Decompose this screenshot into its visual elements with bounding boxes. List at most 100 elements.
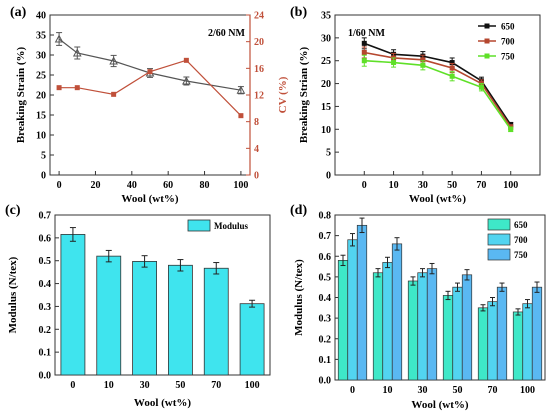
- y-axis-title: Modulus (N/tex): [293, 259, 305, 336]
- y-tick-label: 30: [36, 51, 46, 62]
- bar: [442, 295, 454, 381]
- panel-letter: (b): [290, 5, 307, 20]
- y-tick-label: 15: [321, 102, 331, 113]
- y-tick-label: 0.7: [39, 211, 52, 222]
- y-tick-label: 40: [36, 11, 46, 22]
- data-point: [56, 85, 62, 91]
- data-point: [182, 76, 191, 85]
- y-tick-label: 0.6: [39, 233, 52, 244]
- legend-swatch-marker: [484, 53, 490, 59]
- data-point: [420, 57, 426, 63]
- x-axis-title: Wool (wt%): [411, 399, 468, 411]
- panel-note: 1/60 NM: [348, 28, 386, 39]
- y-tick-label: 0.3: [319, 314, 332, 325]
- x-tick-label: 10: [383, 385, 393, 396]
- y-right-tick-label: 24: [254, 11, 264, 22]
- y-tick-label: 0.2: [39, 325, 52, 336]
- legend-swatch: [187, 219, 211, 232]
- y-tick-label: 35: [36, 31, 46, 42]
- data-point: [478, 84, 484, 90]
- panel-b: 0 5 10 15 20 25 30 35 0 10 30 50 70 100 (b) 1/60 NM Wool…: [290, 5, 541, 205]
- y-tick-label: 25: [321, 56, 331, 67]
- y-tick-label: 0.4: [39, 279, 52, 290]
- panel-c: 0.0 0.1 0.2 0.3 0.4 0.5 0.6 0.7 0 10 30 50 70 100 Modu…: [5, 203, 271, 409]
- legend-label: 650: [514, 220, 528, 230]
- x-tick-label: 40: [127, 180, 137, 191]
- x-tick-label: 0: [70, 380, 75, 391]
- x-tick-label: 100: [233, 180, 248, 191]
- data-point: [236, 85, 246, 94]
- y-tick-label: 0.1: [319, 355, 332, 366]
- y-right-axis-title: CV (%): [277, 76, 289, 113]
- bar: [168, 264, 193, 376]
- bar: [203, 267, 229, 376]
- bar: [417, 272, 428, 381]
- bar: [239, 303, 265, 376]
- x-tick-label: 10: [104, 380, 114, 391]
- y-axis-title: Modulus (N/tex): [7, 256, 19, 333]
- legend-swatch-marker: [484, 23, 490, 29]
- bar: [96, 255, 122, 376]
- data-point: [147, 69, 153, 75]
- x-tick-label: 50: [175, 380, 185, 391]
- legend-label: 700: [514, 235, 528, 245]
- y-tick-label: 30: [321, 33, 331, 44]
- x-tick-label: 100: [245, 380, 260, 391]
- series-line: [364, 51, 512, 128]
- x-tick-label: 80: [200, 180, 210, 191]
- data-point: [508, 126, 514, 132]
- bar: [382, 262, 393, 381]
- legend-swatch: [487, 248, 511, 261]
- data-point: [183, 57, 189, 63]
- y-tick-label: 0.5: [319, 272, 332, 283]
- x-tick-label: 100: [520, 385, 535, 396]
- panel-a: 0 5 10 15 20 25 30 35 40 0 4 8 12 16 20 24 0 20 40 60 80 100 (…: [10, 5, 289, 205]
- bar: [522, 303, 533, 381]
- bar: [487, 301, 498, 381]
- x-tick-label: 30: [418, 180, 428, 191]
- bar: [496, 286, 508, 381]
- y-tick-label: 0.1: [39, 348, 52, 359]
- y-right-tick-label: 4: [254, 144, 259, 155]
- x-tick-label: 0: [57, 180, 62, 191]
- bar: [531, 286, 543, 381]
- y-tick-label: 10: [321, 125, 331, 136]
- data-point: [449, 65, 455, 71]
- x-tick-label: 70: [476, 180, 486, 191]
- bar: [477, 307, 489, 381]
- bar: [356, 224, 368, 381]
- x-tick-label: 50: [447, 180, 457, 191]
- bar: [426, 268, 438, 381]
- x-tick-label: 30: [418, 385, 428, 396]
- panel-letter: (a): [10, 5, 27, 20]
- x-tick-label: 70: [488, 385, 498, 396]
- data-point: [54, 34, 64, 43]
- x-tick-label: 30: [140, 380, 150, 391]
- x-tick-label: 20: [90, 180, 100, 191]
- data-point: [449, 73, 455, 79]
- y-tick-label: 0.7: [319, 231, 332, 242]
- y-tick-label: 0: [326, 171, 331, 182]
- bar: [452, 286, 463, 381]
- y-tick-label: 0.4: [319, 293, 332, 304]
- bar: [347, 239, 358, 381]
- bar: [60, 234, 86, 376]
- data-point: [420, 62, 426, 68]
- x-tick-label: 0: [350, 385, 355, 396]
- data-point: [361, 49, 367, 55]
- data-point: [391, 60, 397, 66]
- x-axis-title: Wool (wt%): [121, 193, 178, 205]
- legend-swatch-marker: [484, 38, 490, 44]
- data-point: [361, 58, 367, 64]
- y-tick-label: 0.2: [319, 334, 332, 345]
- legend-label: 700: [501, 37, 515, 47]
- bar: [461, 274, 473, 381]
- x-tick-label: 50: [453, 385, 463, 396]
- y-tick-label: 10: [36, 131, 46, 142]
- panel-d: 0.0 0.1 0.2 0.3 0.4 0.5 0.6 0.7 0.8 0 10 30 50 70 100 6…: [290, 203, 546, 411]
- series-line: [59, 59, 242, 117]
- series-line: [58, 38, 242, 91]
- panel-letter: (d): [290, 203, 307, 218]
- panel-note: 2/60 NM: [208, 28, 246, 39]
